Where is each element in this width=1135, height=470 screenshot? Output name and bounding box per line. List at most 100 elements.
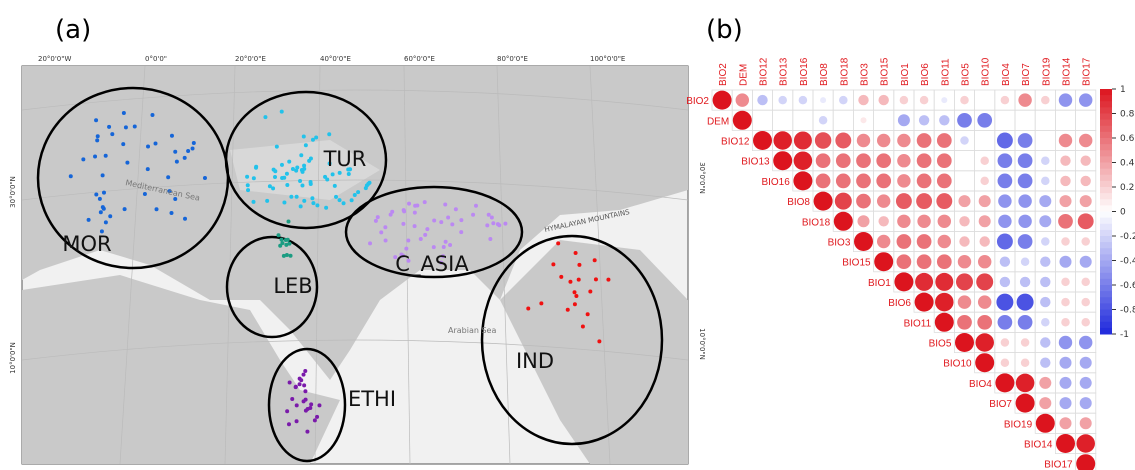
colorbar-segment — [1100, 285, 1112, 292]
colorbar-segment — [1100, 230, 1112, 237]
correlation-circle — [856, 194, 871, 209]
sample-point — [191, 147, 195, 151]
correlation-circle — [1059, 377, 1071, 389]
correlation-circle — [1059, 134, 1072, 147]
correlation-circle — [1081, 278, 1089, 286]
sample-point — [594, 277, 598, 281]
sample-point — [155, 207, 159, 211]
correlation-circle — [1041, 237, 1049, 245]
correlation-circle — [876, 153, 891, 168]
sample-point — [170, 134, 174, 138]
sample-point — [287, 422, 291, 426]
correlation-circle — [1040, 256, 1050, 266]
correlation-circle — [1059, 336, 1072, 349]
sample-point — [606, 278, 610, 282]
correlation-circle — [1040, 297, 1050, 307]
sample-point — [291, 167, 295, 171]
sample-point — [302, 164, 306, 168]
sample-point — [574, 294, 578, 298]
correlation-circle — [897, 154, 910, 167]
correlation-circle — [857, 215, 869, 227]
grid-cell — [975, 90, 995, 110]
correlation-circle — [935, 293, 954, 312]
sample-point — [315, 203, 319, 207]
sample-point — [192, 141, 196, 145]
correlation-circle — [1061, 298, 1069, 306]
row-label: BIO10 — [943, 359, 972, 370]
correlation-circle — [897, 174, 910, 187]
colorbar-segment — [1100, 224, 1112, 231]
correlation-circle — [799, 96, 807, 104]
correlation-circle — [1036, 414, 1055, 433]
colorbar-segment — [1100, 107, 1112, 114]
correlation-circle — [856, 174, 871, 189]
correlation-circle — [1018, 194, 1031, 207]
correlation-circle — [939, 115, 949, 125]
correlation-circle — [1061, 318, 1069, 326]
sample-point — [347, 172, 351, 176]
correlation-circle — [757, 95, 767, 105]
column-label: BIO6 — [920, 63, 931, 86]
grid-cell — [752, 110, 772, 130]
correlation-circle — [1061, 237, 1069, 245]
sample-point — [203, 176, 207, 180]
correlation-circle — [1018, 315, 1033, 330]
correlation-circle — [1080, 417, 1092, 429]
column-label: BIO4 — [1001, 63, 1012, 86]
correlation-circle — [917, 133, 932, 148]
correlation-circle — [979, 195, 991, 207]
colorbar-segment — [1100, 248, 1112, 255]
sample-point — [290, 397, 294, 401]
correlation-circle — [1060, 155, 1070, 165]
correlation-circle — [897, 234, 912, 249]
correlation-circle — [1061, 278, 1069, 286]
sample-point — [271, 186, 275, 190]
correlation-circle — [898, 114, 910, 126]
colorbar-segment — [1100, 297, 1112, 304]
row-label: BIO17 — [1044, 460, 1073, 470]
correlation-circle — [1080, 155, 1090, 165]
correlation-circle — [1018, 215, 1031, 228]
correlation-circle — [773, 151, 792, 170]
region-label: ETHI — [348, 387, 396, 411]
correlation-circle — [998, 215, 1011, 228]
correlation-circle — [878, 216, 888, 226]
sample-point — [96, 134, 100, 138]
colorbar-segment — [1100, 120, 1112, 127]
sample-point — [315, 415, 319, 419]
sample-point — [287, 160, 291, 164]
row-label: BIO1 — [868, 278, 891, 289]
longitude-label: 0°0'0" — [145, 55, 167, 63]
correlation-circle — [1059, 256, 1071, 268]
sample-point — [488, 237, 492, 241]
correlation-circle — [1081, 237, 1089, 245]
correlation-circle — [979, 215, 991, 227]
colorbar-segment — [1100, 187, 1112, 194]
sample-point — [124, 125, 128, 129]
sample-point — [285, 183, 289, 187]
sample-point — [104, 154, 108, 158]
correlation-circle — [917, 174, 932, 189]
row-label: BIO14 — [1024, 440, 1053, 451]
sample-point — [526, 306, 530, 310]
sample-point — [443, 202, 447, 206]
correlation-circle — [1041, 96, 1049, 104]
sample-point — [254, 166, 258, 170]
correlation-circle — [956, 273, 973, 290]
sample-point — [573, 302, 577, 306]
sample-point — [588, 289, 592, 293]
sample-point — [356, 190, 360, 194]
colorbar-segment — [1100, 163, 1112, 170]
sample-point — [573, 290, 577, 294]
correlation-circle — [839, 96, 847, 104]
sample-point — [150, 113, 154, 117]
correlation-circle — [877, 194, 890, 207]
sample-point — [282, 201, 286, 205]
sample-point — [294, 385, 298, 389]
correlation-circle — [1041, 177, 1049, 185]
sample-point — [282, 254, 286, 258]
sample-point — [265, 199, 269, 203]
correlation-circle — [958, 195, 970, 207]
correlation-circle — [937, 153, 952, 168]
sample-point — [446, 216, 450, 220]
